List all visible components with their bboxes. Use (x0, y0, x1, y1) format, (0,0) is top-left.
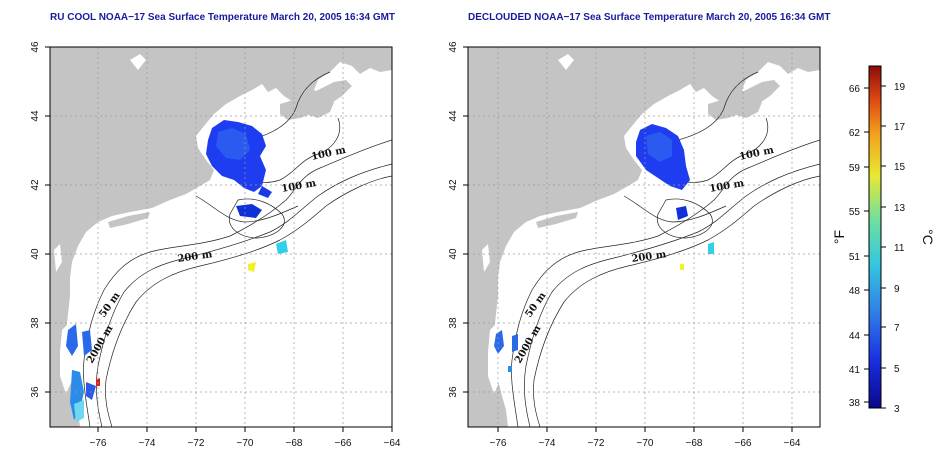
land-right (468, 47, 820, 427)
x-tick-right-3: −70 (637, 438, 654, 449)
colorbar-c-tick-4: 11 (894, 243, 905, 254)
x-tick-right-6: −64 (784, 438, 801, 449)
x-tick-left-1: −74 (139, 438, 156, 449)
panel-title-left: RU COOL NOAA−17 Sea Surface Temperature … (50, 12, 396, 23)
y-tick-right-5: 46 (448, 41, 459, 53)
y-tick-right-2: 40 (448, 248, 459, 260)
y-tick-left-3: 42 (30, 179, 41, 191)
x-tick-left-4: −68 (286, 438, 303, 449)
colorbar-celsius-label: °C (920, 229, 936, 245)
y-tick-right-1: 38 (448, 317, 459, 329)
y-tick-left-1: 38 (30, 317, 41, 329)
colorbar-f-tick-6: 44 (849, 331, 861, 342)
panel-title-right: DECLOUDED NOAA−17 Sea Surface Temperatur… (468, 12, 831, 23)
sst-patches-left (66, 120, 288, 422)
y-tick-right-4: 44 (448, 110, 459, 122)
colorbar-f-tick-7: 41 (849, 365, 861, 376)
land-nova-scotia-left (280, 80, 352, 120)
colorbar-c-tick-5: 9 (894, 284, 900, 295)
colorbar-c-tick-3: 13 (894, 203, 906, 214)
colorbar-f-tick-8: 38 (849, 398, 861, 409)
colorbar: 66 62 59 55 51 48 44 41 38 19 17 15 13 1… (831, 65, 936, 415)
x-tick-left-3: −70 (237, 438, 254, 449)
colorbar-f-tick-2: 59 (849, 163, 861, 174)
x-tick-right-0: −76 (490, 438, 507, 449)
colorbar-fahrenheit-label: °F (831, 230, 847, 244)
colorbar-c-tick-7: 5 (894, 364, 900, 375)
x-tick-right-2: −72 (588, 438, 605, 449)
colorbar-c-tick-8: 3 (894, 404, 900, 415)
x-tick-right-1: −74 (539, 438, 556, 449)
x-tick-left-5: −66 (335, 438, 352, 449)
colorbar-f-tick-3: 55 (849, 207, 861, 218)
map-panel-right: 100 m 100 m 200 m 50 m 2000 m −76 −74 −7… (448, 41, 821, 449)
land-long-island-left (108, 212, 150, 228)
colorbar-c-tick-2: 15 (894, 162, 906, 173)
colorbar-f-tick-4: 51 (849, 252, 861, 263)
colorbar-c-tick-6: 7 (894, 323, 900, 334)
y-tick-right-0: 36 (448, 386, 459, 398)
colorbar-c-tick-1: 17 (894, 122, 906, 133)
land-nova-scotia-right (708, 80, 780, 120)
x-tick-left-0: −76 (90, 438, 107, 449)
land-left (50, 47, 392, 427)
colorbar-gradient (868, 65, 882, 409)
y-tick-left-0: 36 (30, 386, 41, 398)
x-tick-left-2: −72 (188, 438, 205, 449)
sst-patches-right (494, 124, 714, 372)
x-tick-left-6: −64 (384, 438, 401, 449)
y-tick-left-2: 40 (30, 248, 41, 260)
y-tick-left-4: 44 (30, 110, 41, 122)
x-tick-right-5: −66 (735, 438, 752, 449)
colorbar-c-tick-0: 19 (894, 82, 906, 93)
colorbar-f-tick-5: 48 (849, 286, 861, 297)
y-tick-left-5: 46 (30, 41, 41, 53)
y-tick-right-3: 42 (448, 179, 459, 191)
colorbar-f-tick-0: 66 (849, 84, 861, 95)
x-tick-right-4: −68 (686, 438, 703, 449)
contour-label-200m-a: 200 m (177, 249, 214, 265)
colorbar-f-tick-1: 62 (849, 128, 861, 139)
map-panel-left: 100 m 100 m 200 m 50 m 2000 m −76 −74 −7… (30, 41, 401, 449)
contour-label-200m-right: 200 m (631, 249, 668, 265)
